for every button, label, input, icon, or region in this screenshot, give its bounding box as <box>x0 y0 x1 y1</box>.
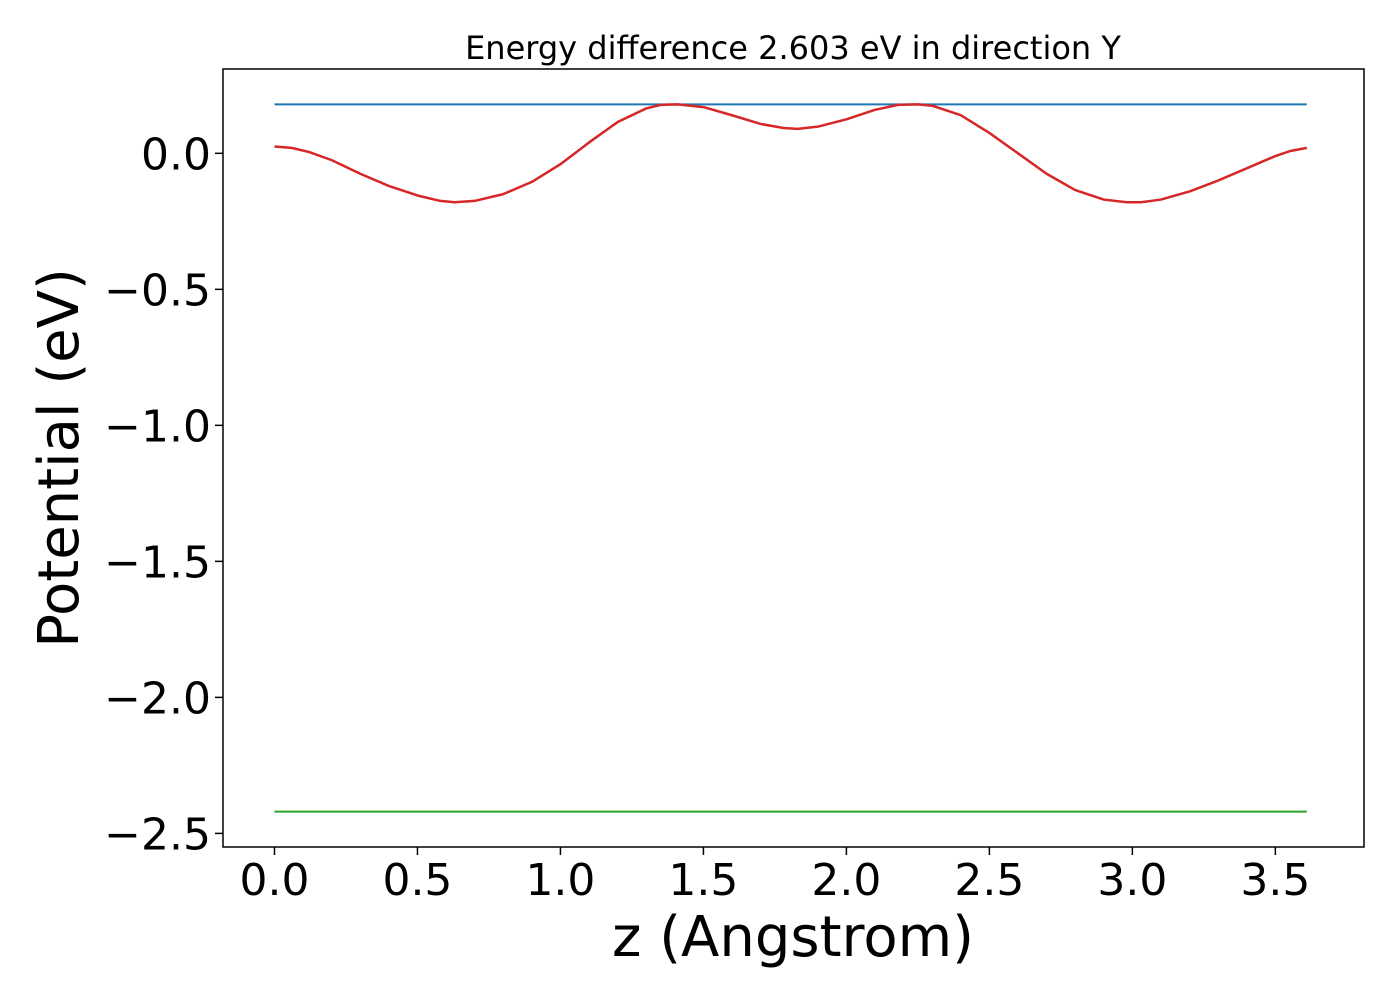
y-tick-label: 0.0 <box>141 129 211 180</box>
series-line-3 <box>274 103 1308 204</box>
y-tick-label: −2.5 <box>104 809 211 860</box>
chart-title: Energy difference 2.603 eV in direction … <box>465 29 1121 67</box>
y-tick-label: −1.5 <box>104 537 211 588</box>
y-tick-label: −0.5 <box>104 265 211 316</box>
y-axis-label: Potential (eV) <box>27 268 92 648</box>
series-layer <box>274 103 1308 813</box>
x-axis-label: z (Angstrom) <box>612 905 974 970</box>
y-axis: 0.0 −0.5 −1.0 −1.5 −2.0 −2.5 <box>104 129 223 860</box>
x-tick-label: 1.0 <box>525 855 595 906</box>
x-tick-label: 1.5 <box>668 855 738 906</box>
y-tick-label: −1.0 <box>104 401 211 452</box>
x-axis: 0.0 0.5 1.0 1.5 2.0 2.5 3.0 3.5 <box>239 847 1310 906</box>
y-tick-label: −2.0 <box>104 673 211 724</box>
x-tick-label: 2.5 <box>954 855 1024 906</box>
x-tick-label: 3.0 <box>1097 855 1167 906</box>
x-tick-label: 2.0 <box>811 855 881 906</box>
x-tick-label: 0.0 <box>239 855 309 906</box>
plot-frame <box>222 68 1365 848</box>
x-tick-label: 3.5 <box>1240 855 1310 906</box>
x-tick-label: 0.5 <box>382 855 452 906</box>
